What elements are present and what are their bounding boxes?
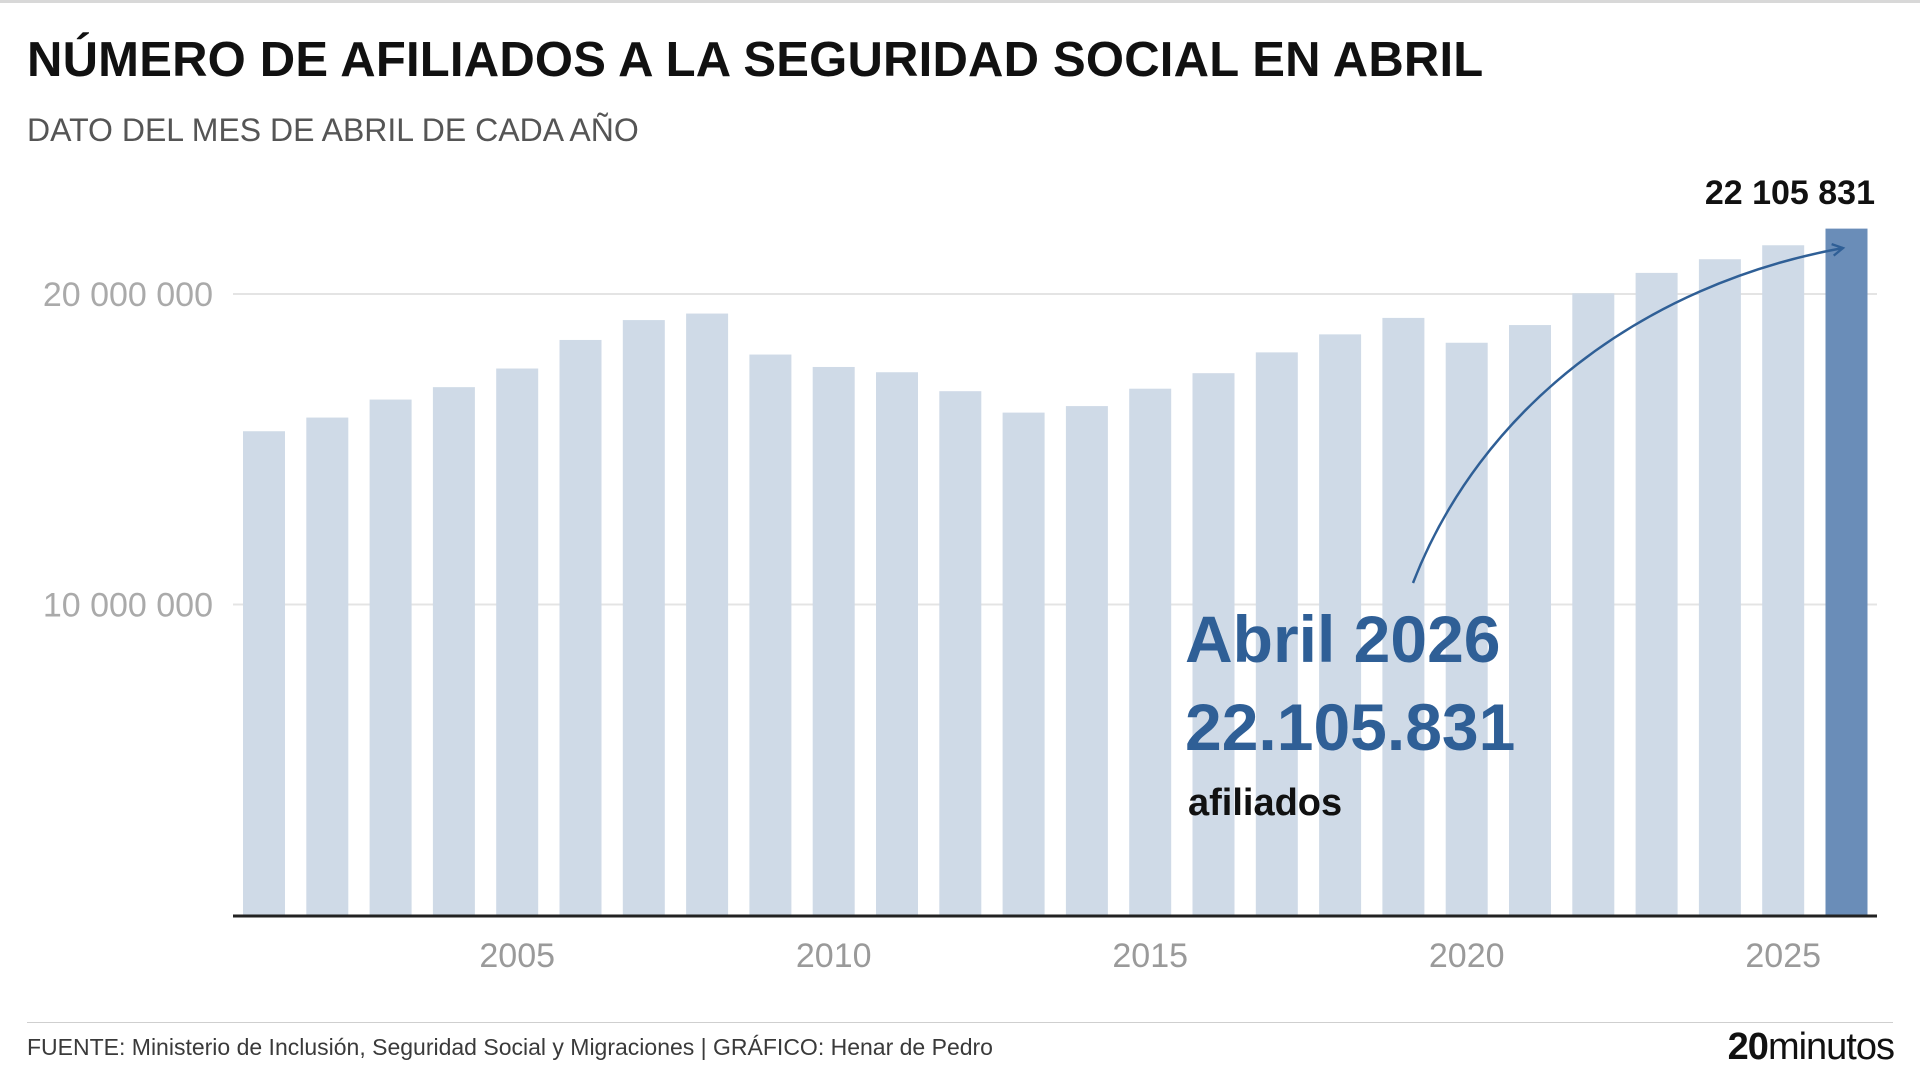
footer-rule [27,1022,1893,1023]
bar-2012 [939,391,982,915]
annotation-arrow [1411,248,1843,584]
bar-2001 [243,431,285,915]
x-tick-label: 2010 [796,937,872,975]
bar-2020 [1445,342,1488,915]
highlight-value-label: 22 105 831 [1705,174,1875,212]
logo-text: minutos [1767,1026,1895,1068]
bar-2005 [496,368,539,915]
y-tick-label: 20 000 000 [43,276,213,314]
bar-2023 [1635,272,1678,915]
bar-2011 [876,372,918,916]
bar-2003 [369,399,412,915]
source-credit: FUENTE: Ministerio de Inclusión, Segurid… [27,1034,993,1060]
bar-2019 [1382,317,1425,915]
bar-2004 [432,387,475,915]
bar-2002 [306,417,349,915]
bar-2022 [1572,293,1615,915]
bar-2016 [1192,373,1235,915]
bar-2024 [1698,259,1741,915]
bar-2014 [1065,406,1108,915]
bar-2018 [1319,334,1362,915]
bar-2025 [1762,245,1805,916]
x-tick-label: 2025 [1745,937,1821,975]
axes: 10 000 000 20 000 000 2005 2010 2015 2020 2025 [43,276,1877,975]
bar-chart: 10 000 000 20 000 000 2005 2010 2015 2020 2025… [43,174,1877,975]
x-tick-label: 2015 [1112,937,1188,975]
bar-2013 [1002,412,1045,915]
x-tick-label: 2020 [1429,937,1505,975]
y-tick-label: 10 000 000 [43,587,213,625]
top-rule [0,0,1920,3]
bar-2017 [1255,352,1298,915]
bar-2009 [749,354,792,915]
annotation-value: 22.105.831 [1185,690,1515,764]
bar-2007 [622,320,665,915]
logo-number: 20 [1727,1026,1769,1068]
chart-subtitle: DATO DEL MES DE ABRIL DE CADA AÑO [27,112,639,148]
bar-2026 [1825,228,1868,915]
bar-2010 [812,366,855,915]
bar-2021 [1509,325,1551,915]
brand-logo: 20minutos [1727,1026,1895,1069]
bars [243,228,1868,916]
annotation-unit: afiliados [1188,782,1342,824]
bar-2006 [559,339,602,916]
bar-2008 [686,313,729,915]
grid-lines [233,293,1877,606]
annotation-month: Abril 2026 [1185,602,1501,676]
bar-2015 [1129,388,1172,915]
x-tick-label: 2005 [479,937,555,975]
chart-title: NÚMERO DE AFILIADOS A LA SEGURIDAD SOCIA… [27,33,1484,87]
